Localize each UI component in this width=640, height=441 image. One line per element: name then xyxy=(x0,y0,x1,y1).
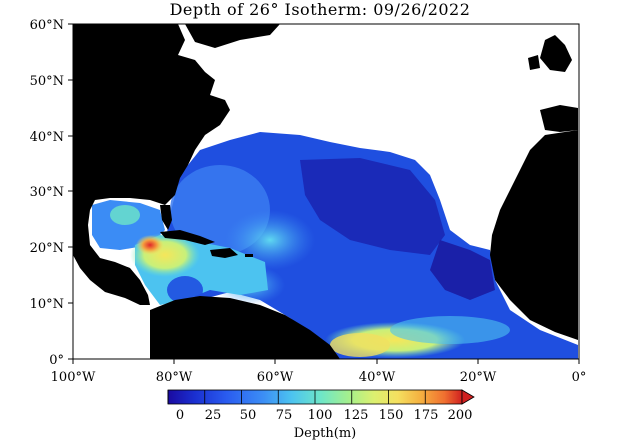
lon-label: 0° xyxy=(572,370,587,385)
lat-label: 20°N xyxy=(30,241,64,256)
lon-label: 20°W xyxy=(460,370,497,385)
ocean-depth-deep-east xyxy=(430,240,495,300)
colorbar-tick-label: 25 xyxy=(205,408,222,423)
ireland-land xyxy=(528,55,540,70)
lon-label: 80°W xyxy=(156,370,193,385)
gulf-cyan-patch xyxy=(110,205,140,225)
colorbar-title: Depth(m) xyxy=(294,426,357,441)
tropical-warm-band-2 xyxy=(330,333,390,357)
caribbean-hot-spot xyxy=(136,235,164,255)
europe-land xyxy=(540,105,578,132)
africa-land xyxy=(490,130,578,340)
lat-ticks xyxy=(68,23,73,360)
hispaniola-land xyxy=(210,248,238,258)
colorbar-labels: 0 25 50 75 100 125 150 175 200 xyxy=(176,408,473,423)
map-title: Depth of 26° Isotherm: 09/26/2022 xyxy=(169,0,471,19)
colorbar-tick-label: 75 xyxy=(276,408,293,423)
lon-label: 100°W xyxy=(51,370,96,385)
north-america-land xyxy=(73,24,230,305)
british-isles-land xyxy=(540,35,572,72)
lat-label: 0° xyxy=(49,353,64,368)
lon-label: 60°W xyxy=(257,370,294,385)
florida-land xyxy=(160,205,172,230)
lat-labels: 60°N 50°N 40°N 30°N 20°N 10°N 0° xyxy=(30,18,64,368)
lon-label: 40°W xyxy=(359,370,396,385)
colorbar-tick-label: 50 xyxy=(240,408,257,423)
colorbar-tick-label: 150 xyxy=(379,408,404,423)
colorbar-tick-label: 0 xyxy=(176,408,184,423)
lon-labels: 100°W 80°W 60°W 40°W 20°W 0° xyxy=(51,370,587,385)
canada-north-land xyxy=(185,24,280,48)
colorbar-tick-label: 125 xyxy=(344,408,369,423)
colorbar-tick-label: 175 xyxy=(414,408,439,423)
ocean-depth-deep xyxy=(300,158,445,255)
lon-ticks xyxy=(72,359,580,364)
tropical-cyan-band xyxy=(390,316,510,344)
lat-label: 30°N xyxy=(30,185,64,200)
lat-label: 50°N xyxy=(30,74,64,89)
ocean-depth-field xyxy=(165,132,578,359)
land-masses xyxy=(73,24,578,359)
south-america-land xyxy=(150,296,340,359)
colorbar-tick-label: 200 xyxy=(448,408,473,423)
colorbar-ticks xyxy=(167,390,426,404)
colorbar: 0 25 50 75 100 125 150 175 200 Depth(m) xyxy=(167,389,475,441)
puerto-rico-land xyxy=(245,254,253,257)
colorbar-tick-label: 100 xyxy=(308,408,333,423)
colorbar-arrow xyxy=(461,389,475,405)
cuba-land xyxy=(160,230,215,245)
lat-label: 60°N xyxy=(30,18,64,33)
lat-label: 40°N xyxy=(30,130,64,145)
lat-label: 10°N xyxy=(30,297,64,312)
